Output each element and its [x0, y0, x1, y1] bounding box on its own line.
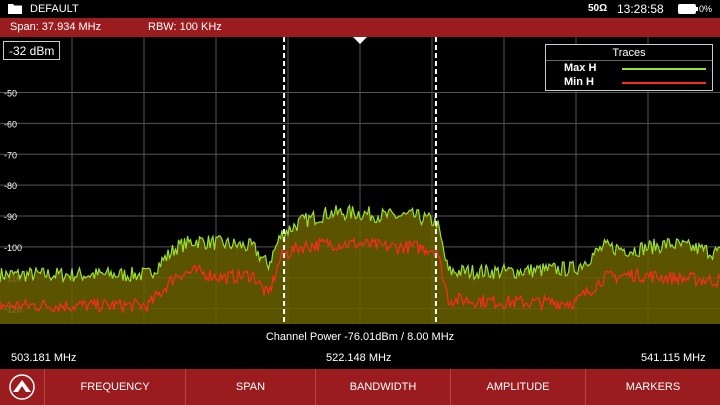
y-tick-label: -60	[4, 119, 17, 129]
legend-item-min-hold: Min H	[564, 76, 594, 88]
y-tick-label: -90	[4, 212, 17, 222]
measurement-info-bar: Span: 37.934 MHz RBW: 100 KHz	[0, 18, 720, 37]
center-frequency-label: 522.148 MHz	[326, 352, 392, 364]
legend-swatch-max-hold	[622, 68, 706, 70]
span-readout[interactable]: Span: 37.934 MHz	[10, 21, 102, 33]
impedance-indicator: 50Ω	[588, 3, 608, 14]
reference-level-readout[interactable]: -32 dBm	[3, 41, 61, 60]
y-tick-label: -70	[4, 150, 17, 160]
legend-title: Traces	[612, 47, 646, 59]
markers-button[interactable]: MARKERS	[585, 369, 720, 405]
battery-icon	[678, 4, 698, 14]
clock: 13:28:58	[617, 2, 664, 16]
bandwidth-button[interactable]: BANDWIDTH	[315, 369, 450, 405]
center-frequency-marker-icon[interactable]	[353, 37, 367, 44]
frequency-button[interactable]: FREQUENCY	[44, 369, 185, 405]
status-bar: DEFAULT 50Ω 13:28:58 0%	[0, 0, 720, 18]
bottom-menu-bar: FREQUENCY SPAN BANDWIDTH AMPLITUDE MARKE…	[0, 369, 720, 405]
amplitude-button[interactable]: AMPLITUDE	[450, 369, 585, 405]
rbw-readout[interactable]: RBW: 100 KHz	[148, 21, 222, 33]
y-tick-label: -50	[4, 89, 17, 99]
channel-power-readout: Channel Power -76.01dBm / 8.00 MHz	[265, 331, 455, 343]
legend-divider	[546, 60, 712, 61]
traces-legend[interactable]: Traces Max H Min H	[545, 44, 713, 91]
profile-name[interactable]: DEFAULT	[30, 3, 79, 15]
max-hold-trace	[0, 203, 720, 284]
folder-icon[interactable]	[8, 3, 22, 14]
y-tick-label: -80	[4, 181, 17, 191]
trace-fill-area	[0, 205, 720, 324]
spectrum-plot[interactable]: -50-60-70-80-90-100-110-120	[0, 37, 720, 327]
brand-logo-icon[interactable]	[0, 369, 44, 405]
battery-percent: 0%	[699, 4, 713, 14]
start-frequency-label: 503.181 MHz	[11, 352, 77, 364]
span-button[interactable]: SPAN	[185, 369, 315, 405]
legend-swatch-min-hold	[622, 82, 706, 84]
min-hold-trace	[0, 236, 720, 315]
stop-frequency-label: 541.115 MHz	[641, 352, 706, 364]
legend-item-max-hold: Max H	[564, 62, 597, 74]
y-tick-label: -100	[4, 243, 22, 253]
